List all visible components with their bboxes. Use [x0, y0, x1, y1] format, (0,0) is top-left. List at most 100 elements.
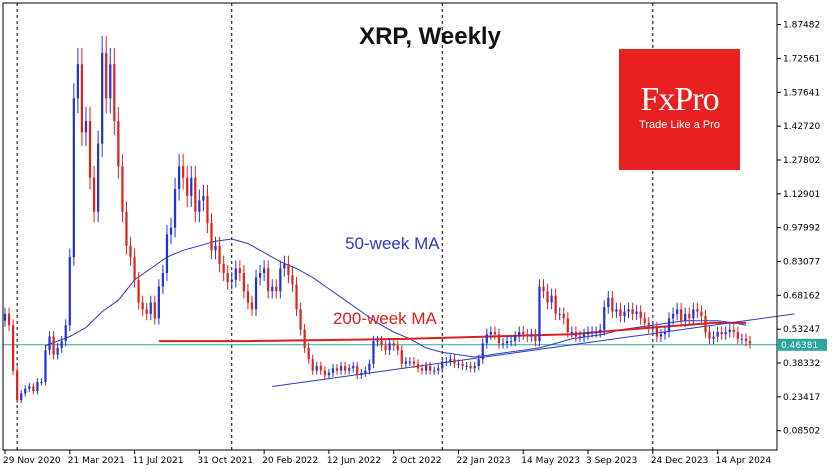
candle-body	[538, 286, 541, 342]
candle-body	[481, 343, 484, 360]
current-price-tag	[777, 338, 827, 351]
candle-body	[420, 368, 424, 371]
candle-body	[44, 350, 47, 382]
candle-body	[510, 341, 513, 343]
candle-body	[173, 189, 177, 228]
candle-body	[279, 268, 282, 292]
candle-body	[473, 366, 476, 369]
candle-body	[113, 64, 116, 121]
candle-body	[651, 327, 654, 329]
candle-body	[339, 366, 343, 371]
x-tick-label: 14 Apr 2024	[716, 456, 772, 466]
candle-body	[566, 318, 569, 333]
candle-body	[623, 311, 626, 317]
candle-body	[323, 370, 326, 376]
candle-body	[671, 313, 675, 319]
candle-body	[578, 336, 582, 338]
candle-body	[647, 322, 650, 328]
candle-body	[708, 332, 711, 339]
ma50-annotation: 50-week MA	[345, 234, 440, 253]
y-tick-label: 0.08502	[783, 427, 820, 437]
candle-body	[667, 318, 671, 333]
candle-body	[11, 325, 15, 371]
candle-body	[627, 309, 630, 312]
candle-body	[60, 341, 63, 348]
candle-body	[505, 341, 509, 344]
fxpro-logo: FxPro Trade Like a Pro	[619, 49, 740, 170]
candle-body	[230, 279, 233, 283]
candle-body	[396, 345, 399, 351]
candle-body	[327, 372, 331, 376]
candle-body	[24, 388, 27, 394]
candle-body	[275, 286, 278, 292]
candle-body	[169, 227, 173, 235]
x-tick-label: 11 Jul 2021	[133, 456, 184, 466]
candle-body	[445, 361, 448, 363]
candle-body	[32, 386, 35, 392]
candle-body	[497, 334, 501, 344]
candle-body	[92, 177, 96, 212]
y-tick-label: 1.42720	[783, 122, 820, 132]
candle-body	[291, 275, 294, 285]
candle-body	[684, 313, 687, 321]
candle-body	[534, 334, 537, 342]
candle-body	[404, 361, 407, 364]
candle-body	[76, 64, 79, 99]
candle-body	[263, 268, 266, 274]
candle-body	[728, 329, 731, 333]
y-tick-label: 1.87482	[783, 21, 820, 31]
candle-body	[570, 332, 573, 334]
candle-body	[724, 332, 727, 335]
candle-body	[720, 332, 723, 335]
candle-body	[461, 363, 464, 367]
candle-body	[433, 370, 436, 372]
candle-body	[182, 166, 185, 178]
candle-body	[416, 363, 420, 369]
candle-body	[137, 279, 140, 303]
x-tick-label: 3 Sep 2023	[586, 456, 637, 466]
candle-body	[28, 386, 31, 389]
candle-body	[121, 166, 124, 212]
candle-body	[437, 368, 440, 371]
y-tick-label: 0.68162	[783, 291, 820, 301]
candle-body	[676, 309, 679, 314]
candle-body	[267, 268, 270, 292]
candle-body	[692, 309, 695, 319]
candle-body	[299, 309, 302, 330]
y-tick-label: 0.53247	[783, 325, 820, 335]
candle-body	[48, 336, 51, 351]
y-tick-label: 1.27802	[783, 156, 820, 166]
candle-body	[465, 366, 468, 368]
candle-body	[501, 343, 505, 345]
candle-body	[372, 341, 375, 364]
candle-body	[7, 313, 11, 326]
candle-body	[109, 64, 112, 99]
candle-body	[101, 52, 104, 144]
candle-body	[198, 200, 201, 212]
candle-body	[271, 286, 274, 292]
candle-body	[238, 268, 241, 274]
candle-body	[68, 257, 71, 326]
candle-body	[429, 366, 432, 371]
y-tick-label: 1.57641	[783, 88, 820, 98]
candle-body	[457, 363, 460, 365]
candle-body	[607, 297, 610, 308]
chart-title: XRP, Weekly	[359, 23, 502, 50]
candle-body	[550, 295, 553, 303]
candle-body	[214, 245, 217, 251]
candle-body	[631, 309, 634, 314]
candle-body	[315, 366, 318, 371]
candle-body	[125, 211, 128, 246]
candle-body	[485, 334, 488, 344]
candle-body	[688, 313, 691, 319]
axis-layer: 1.87482 1.72561 1.57641 1.42720 1.27802 1.129…	[2, 2, 827, 466]
y-tick-label: 1.72561	[783, 54, 820, 64]
x-tick-label: 29 Nov 2020	[3, 456, 61, 466]
logo-name: FxPro	[640, 81, 719, 118]
candle-body	[295, 284, 298, 310]
candle-body	[218, 245, 221, 264]
candle-body	[36, 381, 39, 392]
candle-body	[643, 318, 646, 323]
